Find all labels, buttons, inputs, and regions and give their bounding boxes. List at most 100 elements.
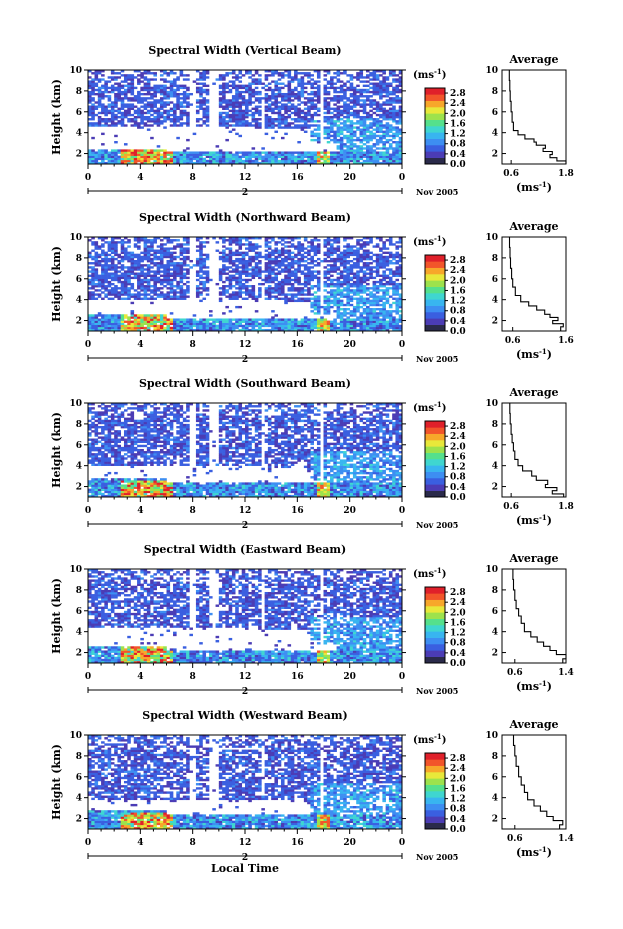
heatmap-cell: [163, 316, 167, 319]
heatmap-cell: [202, 272, 207, 275]
heatmap-cell: [362, 105, 367, 108]
heatmap-cell: [346, 259, 350, 263]
heatmap-cell: [150, 157, 154, 161]
heatmap-cell: [287, 115, 292, 119]
heatmap-cell: [143, 241, 148, 244]
heatmap-cell: [231, 278, 236, 282]
heatmap-cell: [153, 90, 157, 94]
heatmap-cell: [169, 328, 174, 332]
heatmap-cell: [195, 109, 200, 113]
heatmap-cell: [104, 314, 108, 317]
heatmap-cell: [251, 237, 256, 240]
heatmap-cell: [294, 318, 298, 321]
heatmap-cell: [117, 320, 122, 323]
heatmap-cell: [241, 278, 246, 282]
heatmap-cell: [294, 70, 298, 73]
heatmap-cell: [271, 95, 275, 98]
heatmap-cell: [248, 124, 252, 127]
heatmap-cell: [372, 86, 377, 90]
heatmap-cell: [179, 251, 184, 255]
heatmap-cell: [130, 326, 135, 330]
heatmap-cell: [349, 322, 354, 326]
heatmap-cell: [104, 241, 108, 244]
heatmap-cell: [186, 295, 190, 298]
heatmap-cell: [205, 120, 210, 123]
heatmap-cell: [356, 285, 360, 288]
heatmap-cell: [254, 153, 259, 156]
heatmap-cell: [330, 107, 334, 110]
heatmap-cell: [225, 86, 229, 90]
heatmap-cell: [248, 99, 252, 102]
heatmap-cell: [369, 314, 373, 317]
heatmap-cell: [280, 99, 285, 102]
heatmap-cell: [202, 297, 207, 300]
heatmap-cell: [192, 153, 197, 156]
heatmap-cell: [202, 84, 207, 88]
heatmap-cell: [228, 295, 233, 298]
heatmap-cell: [212, 82, 216, 85]
heatmap-cell: [199, 99, 203, 102]
heatmap-cell: [248, 151, 252, 154]
heatmap-cell: [137, 259, 141, 263]
heatmap-cell: [91, 316, 95, 319]
heatmap-cell: [104, 157, 108, 161]
heatmap-cell: [123, 80, 128, 83]
heatmap-cell: [114, 257, 118, 261]
heatmap-cell: [264, 291, 269, 294]
heatmap-cell: [352, 122, 357, 125]
heatmap-cell: [228, 280, 233, 284]
heatmap-cell: [192, 155, 197, 159]
heatmap-cell: [307, 161, 311, 165]
heatmap-cell: [179, 122, 184, 125]
heatmap-cell: [339, 326, 344, 330]
panel-title: Spectral Width (Northward Beam): [139, 211, 351, 224]
heatmap-cell: [166, 318, 171, 321]
heatmap-cell: [143, 326, 148, 330]
y-tick-label: 10: [69, 66, 82, 76]
heatmap-cell: [398, 101, 403, 104]
heatmap-cell: [88, 316, 92, 319]
heatmap-cell: [209, 159, 213, 163]
heatmap-cell: [137, 274, 141, 277]
heatmap-cell: [330, 243, 334, 246]
heatmap-cell: [104, 124, 108, 127]
heatmap-cell: [215, 324, 220, 328]
colorbar-segment: [425, 132, 445, 139]
heatmap-cell: [114, 115, 118, 119]
heatmap-cell: [153, 88, 157, 92]
heatmap-cell: [267, 237, 272, 240]
heatmap-cell: [153, 86, 157, 90]
heatmap-cell: [107, 243, 112, 246]
heatmap-cell: [356, 126, 360, 129]
heatmap-cell: [310, 243, 314, 246]
heatmap-cell: [143, 249, 148, 252]
heatmap-cell: [287, 122, 292, 125]
heatmap-cell: [274, 264, 279, 267]
heatmap-cell: [143, 316, 148, 319]
heatmap-cell: [271, 262, 275, 265]
heatmap-cell: [346, 255, 350, 259]
heatmap-cell: [303, 159, 308, 163]
heatmap-cell: [176, 268, 180, 271]
heatmap-cell: [133, 243, 138, 246]
heatmap-cell: [176, 285, 180, 288]
heatmap-cell: [274, 276, 279, 280]
heatmap-cell: [110, 122, 115, 125]
heatmap-cell: [156, 262, 161, 265]
heatmap-cell: [104, 322, 108, 326]
heatmap-cell: [294, 272, 298, 275]
heatmap-cell: [159, 105, 164, 108]
heatmap-cell: [166, 97, 171, 100]
heatmap-cell: [264, 253, 269, 257]
heatmap-cell: [277, 153, 282, 156]
heatmap-cell: [274, 268, 279, 271]
heatmap-cell: [333, 115, 337, 119]
heatmap-cell: [316, 86, 321, 90]
heatmap-cell: [280, 318, 285, 321]
heatmap-cell: [117, 86, 122, 90]
heatmap-cell: [352, 289, 357, 292]
heatmap-cell: [130, 314, 135, 317]
heatmap-cell: [123, 115, 128, 119]
heatmap-cell: [137, 276, 141, 280]
heatmap-cell: [114, 268, 118, 271]
